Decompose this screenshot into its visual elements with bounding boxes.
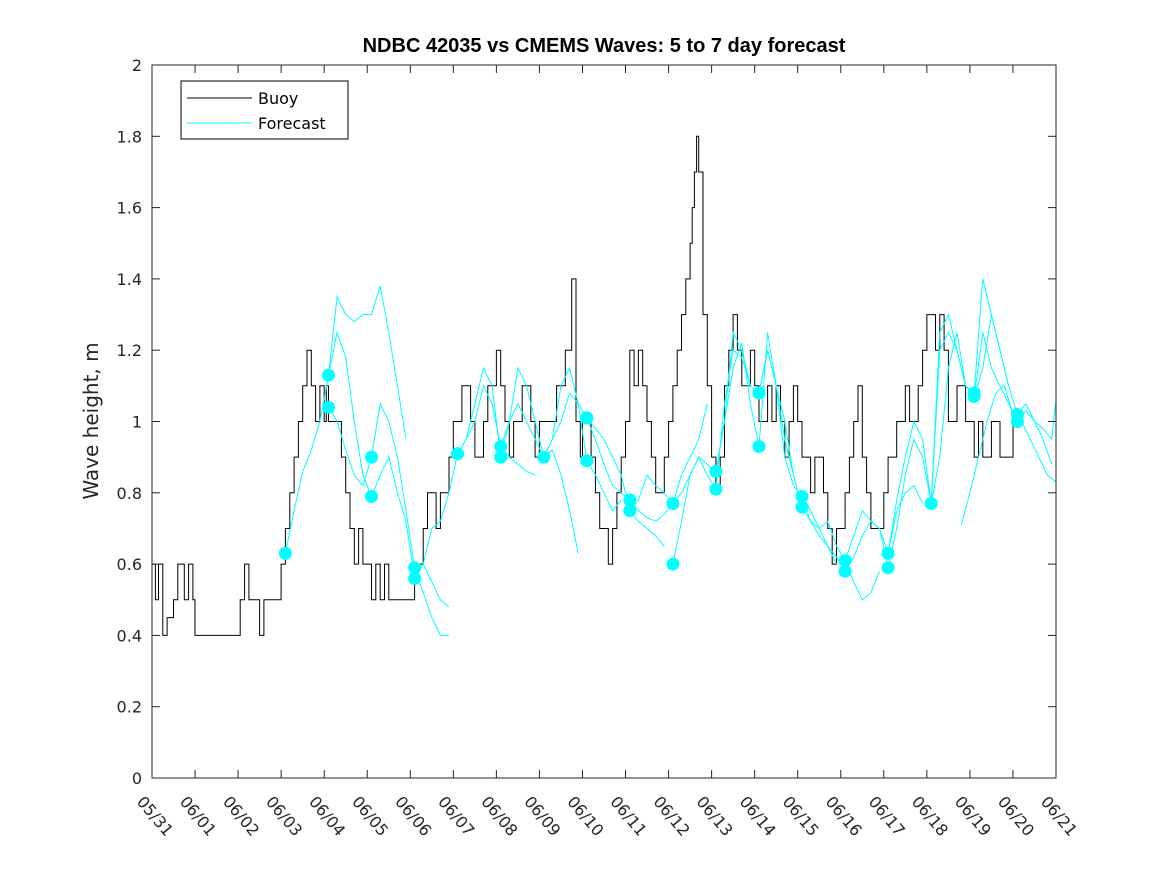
y-tick-label: 0.6 xyxy=(117,555,142,574)
forecast-marker-0 xyxy=(278,546,292,560)
y-tick-label: 1.2 xyxy=(117,341,142,360)
forecast-marker-20 xyxy=(752,440,766,453)
forecast-run-line-1 xyxy=(328,402,449,636)
forecast-marker-17 xyxy=(709,464,723,478)
y-tick-label: 0.4 xyxy=(117,626,142,645)
forecast-marker-24 xyxy=(838,564,852,578)
forecast-marker-14 xyxy=(623,504,637,518)
forecast-marker-31 xyxy=(1010,415,1024,428)
forecast-run-line-13 xyxy=(844,313,967,568)
forecast-marker-16 xyxy=(666,557,680,571)
forecast-marker-26 xyxy=(881,561,895,575)
y-tick-label: 1.4 xyxy=(117,270,142,289)
y-tick-label: 0 xyxy=(132,769,142,788)
forecast-marker-21 xyxy=(795,489,809,503)
y-tick-label: 1.8 xyxy=(117,127,142,146)
forecast-marker-8 xyxy=(494,440,508,453)
legend-buoy-label: Buoy xyxy=(258,89,298,108)
forecast-run-line-14 xyxy=(887,278,1010,554)
forecast-run-line-5 xyxy=(500,366,622,512)
forecast-marker-5 xyxy=(408,561,422,575)
forecast-run-line-3 xyxy=(414,384,536,579)
forecast-run-line-2 xyxy=(328,330,450,608)
forecast-marker-11 xyxy=(580,411,594,425)
forecast-run-line-15 xyxy=(930,314,1053,504)
y-axis-label: Wave height, m xyxy=(79,342,103,499)
forecast-marker-9 xyxy=(494,450,508,464)
forecast-run-line-4 xyxy=(457,366,579,554)
forecast-marker-13 xyxy=(623,493,637,507)
forecast-marker-4 xyxy=(365,489,378,503)
legend: Buoy Forecast xyxy=(180,80,349,140)
forecast-marker-7 xyxy=(451,447,465,461)
y-tick-label: 2 xyxy=(132,56,142,75)
forecast-marker-27 xyxy=(924,497,938,510)
forecast-run-line-6 xyxy=(543,391,665,547)
plot-area xyxy=(152,65,1056,778)
forecast-marker-12 xyxy=(580,454,594,468)
chart-title: NDBC 42035 vs CMEMS Waves: 5 to 7 day fo… xyxy=(363,35,846,57)
forecast-marker-15 xyxy=(666,497,680,510)
y-tick-label: 1 xyxy=(132,413,142,432)
legend-box xyxy=(180,80,349,140)
forecast-marker-1 xyxy=(322,368,335,382)
y-tick-label: 1.6 xyxy=(117,199,142,218)
buoy-series-line xyxy=(152,135,1018,636)
forecast-marker-3 xyxy=(365,450,378,464)
forecast-marker-19 xyxy=(752,386,766,400)
plot-content xyxy=(152,135,1057,636)
y-tick-label: 0.8 xyxy=(117,484,142,503)
forecast-marker-18 xyxy=(709,482,723,496)
legend-forecast-label: Forecast xyxy=(258,114,326,133)
forecast-marker-29 xyxy=(967,390,981,403)
forecast-marker-22 xyxy=(795,500,809,514)
forecast-marker-6 xyxy=(408,571,422,585)
forecast-marker-23 xyxy=(838,554,852,567)
forecast-run-line-0 xyxy=(284,285,407,554)
forecast-run-line-17 xyxy=(960,384,1057,526)
forecast-run-line-7 xyxy=(586,403,708,522)
forecast-marker-10 xyxy=(537,450,551,464)
forecast-marker-2 xyxy=(322,400,335,414)
forecast-marker-25 xyxy=(881,546,895,560)
forecast-run-line-12 xyxy=(801,484,924,573)
y-tick-label: 0.2 xyxy=(117,698,142,717)
